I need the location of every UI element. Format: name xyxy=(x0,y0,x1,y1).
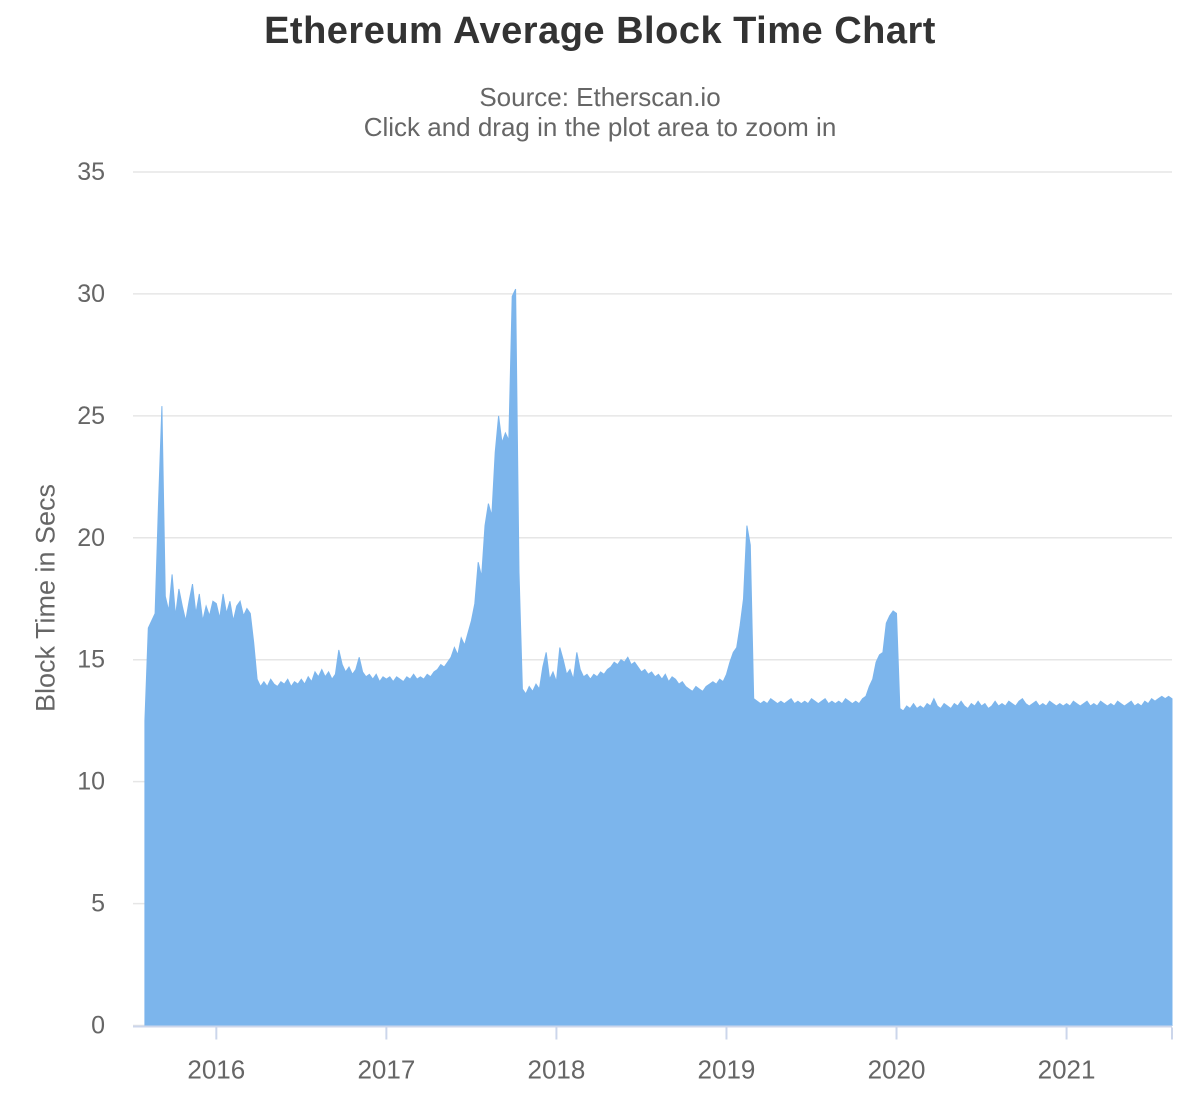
block-time-area-series[interactable] xyxy=(144,288,1173,1026)
chart-subtitle-hint: Click and drag in the plot area to zoom … xyxy=(363,112,837,142)
x-tick-label: 2019 xyxy=(698,1055,756,1085)
series-group[interactable] xyxy=(144,288,1173,1026)
axis-labels-group: 0 5 10 15 20 25 30 35 2016 2017 2018 2019 2020 2021 xyxy=(77,158,1095,1085)
y-tick-label: 10 xyxy=(77,768,105,796)
x-tick-label: 2017 xyxy=(357,1055,415,1085)
y-tick-label: 35 xyxy=(77,158,105,186)
y-tick-label: 0 xyxy=(91,1012,105,1040)
y-tick-label: 30 xyxy=(77,280,105,308)
chart-title: Ethereum Average Block Time Chart xyxy=(264,10,936,52)
x-tick-label: 2016 xyxy=(187,1055,245,1085)
y-tick-label: 20 xyxy=(77,524,105,552)
axes-group xyxy=(133,1025,1173,1040)
x-tick-label: 2018 xyxy=(528,1055,586,1085)
chart-subtitle-source: Source: Etherscan.io xyxy=(479,82,721,112)
y-tick-label: 25 xyxy=(77,402,105,430)
x-tick-label: 2020 xyxy=(868,1055,926,1085)
x-tick-label: 2021 xyxy=(1038,1055,1096,1085)
y-tick-label: 15 xyxy=(77,646,105,674)
y-tick-label: 5 xyxy=(91,890,105,918)
